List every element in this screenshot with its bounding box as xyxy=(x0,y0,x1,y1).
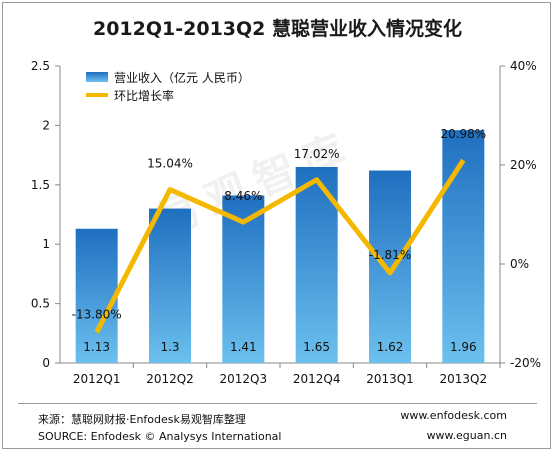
growth-value-label: 8.46% xyxy=(224,189,262,203)
bar xyxy=(75,228,118,363)
bar-value-label: 1.3 xyxy=(160,340,179,354)
x-tick-label: 2013Q1 xyxy=(366,372,414,386)
chart-title: 2012Q1-2013Q2 慧聪营业收入情况变化 xyxy=(92,18,462,40)
legend-swatch-bar xyxy=(86,72,108,82)
legend-swatch-line xyxy=(86,93,108,97)
y-right-tick-label: 20% xyxy=(510,158,537,172)
source-en: SOURCE: Enfodesk © Analysys Internationa… xyxy=(38,430,282,443)
growth-line xyxy=(94,158,466,334)
y-right-tick-label: -20% xyxy=(510,356,541,370)
legend-label-revenue: 营业收入（亿元 人民币） xyxy=(114,70,250,85)
y-right-tick-label: 40% xyxy=(510,59,537,73)
legend-item-revenue: 营业收入（亿元 人民币） xyxy=(86,68,250,86)
x-tick-label: 2013Q2 xyxy=(440,372,488,386)
x-tick-label: 2012Q1 xyxy=(73,372,121,386)
y-left-tick-label: 1.5 xyxy=(31,178,50,192)
y-left-tick-label: 1 xyxy=(42,237,50,251)
bar xyxy=(442,130,485,363)
growth-value-label: 15.04% xyxy=(147,157,193,171)
y-left-tick-label: 0.5 xyxy=(31,297,50,311)
growth-value-label: 17.02% xyxy=(294,147,340,161)
y-left-tick-label: 0 xyxy=(42,356,50,370)
x-tick-label: 2012Q2 xyxy=(146,372,194,386)
bar-value-label: 1.96 xyxy=(450,340,477,354)
url-enfodesk: www.enfodesk.com xyxy=(400,409,507,422)
legend: 营业收入（亿元 人民币） 环比增长率 xyxy=(86,68,250,104)
y-right-tick-label: 0% xyxy=(510,257,529,271)
legend-item-growth: 环比增长率 xyxy=(86,86,250,104)
x-tick-label: 2012Q3 xyxy=(220,372,268,386)
bar-value-label: 1.41 xyxy=(230,340,257,354)
x-tick-label: 2012Q4 xyxy=(293,372,341,386)
bar xyxy=(369,170,411,363)
growth-value-label: 20.98% xyxy=(440,127,486,141)
source-cn: 来源：慧聪网财报·Enfodesk易观智库整理 xyxy=(38,413,246,426)
bar-value-label: 1.13 xyxy=(83,340,110,354)
y-left-tick-label: 2 xyxy=(42,118,50,132)
legend-label-growth: 环比增长率 xyxy=(114,88,175,103)
growth-value-label: -13.80% xyxy=(72,307,122,321)
y-left-tick-label: 2.5 xyxy=(31,59,50,73)
url-eguan: www.eguan.cn xyxy=(426,429,507,442)
growth-value-label: -1.81% xyxy=(369,248,411,262)
footer-divider xyxy=(18,403,537,404)
bar xyxy=(149,208,191,363)
bar-value-label: 1.62 xyxy=(377,340,404,354)
bar-value-label: 1.65 xyxy=(303,340,330,354)
